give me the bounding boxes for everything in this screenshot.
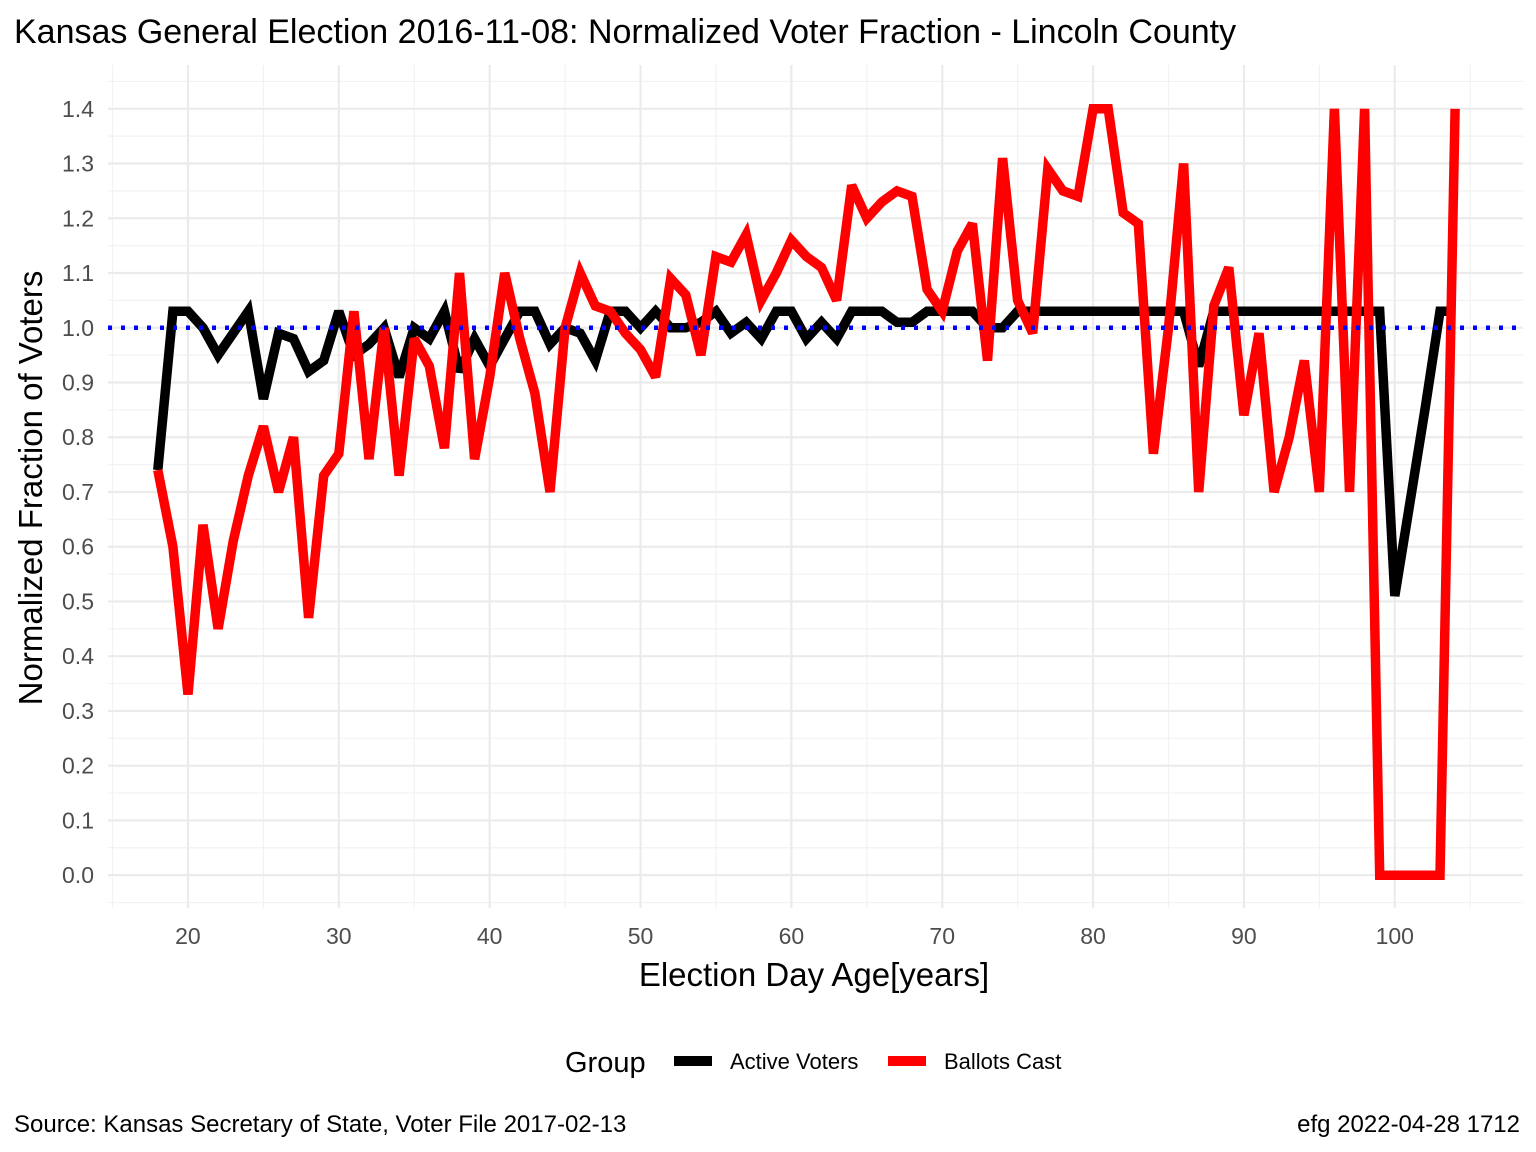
y-tick-label: 0.0 [62, 862, 94, 888]
series-layer [153, 104, 1460, 880]
y-tick-label: 0.9 [62, 369, 94, 395]
x-tick-label: 60 [779, 923, 805, 949]
caption-credit: efg 2022-04-28 1712 [1297, 1111, 1520, 1138]
series-line-ballots-cast [153, 104, 1460, 880]
y-tick-label: 0.6 [62, 534, 94, 560]
grid-minor [108, 65, 1523, 908]
y-tick-label: 0.1 [62, 807, 94, 833]
x-tick-label: 90 [1231, 923, 1257, 949]
x-tick-label: 30 [326, 923, 352, 949]
y-tick-label: 1.0 [62, 315, 94, 341]
x-tick-label: 50 [628, 923, 654, 949]
legend-label-active-voters: Active Voters [730, 1049, 858, 1074]
y-tick-label: 0.5 [62, 588, 94, 614]
y-tick-label: 1.3 [62, 151, 94, 177]
x-tick-label: 70 [929, 923, 955, 949]
x-tick-labels: 20 30 40 50 60 70 80 90 100 [175, 923, 1414, 949]
x-tick-label: 100 [1376, 923, 1414, 949]
legend-label-ballots-cast: Ballots Cast [944, 1049, 1061, 1074]
y-tick-label: 0.4 [62, 643, 94, 669]
x-axis-title: Election Day Age[years] [639, 956, 989, 993]
y-tick-label: 0.8 [62, 424, 94, 450]
x-tick-label: 40 [477, 923, 503, 949]
series-line-active-voters [153, 298, 1456, 597]
y-tick-labels: 0.0 0.1 0.2 0.3 0.4 0.5 0.6 0.7 0.8 0.9 1.0 1.1 1.2 1… [62, 96, 94, 888]
x-tick-label: 20 [175, 923, 201, 949]
caption-source: Source: Kansas Secretary of State, Voter… [14, 1111, 626, 1138]
y-tick-label: 0.7 [62, 479, 94, 505]
y-tick-label: 1.2 [62, 205, 94, 231]
y-tick-label: 0.2 [62, 753, 94, 779]
x-tick-label: 80 [1080, 923, 1106, 949]
y-tick-label: 1.1 [62, 260, 94, 286]
y-tick-label: 0.3 [62, 698, 94, 724]
chart-title: Kansas General Election 2016-11-08: Norm… [14, 13, 1236, 51]
y-tick-label: 1.4 [62, 96, 94, 122]
legend: Group Active Voters Ballots Cast [565, 1047, 1061, 1079]
legend-title: Group [565, 1047, 646, 1079]
grid-major [108, 65, 1523, 908]
y-axis-title: Normalized Fraction of Voters [12, 271, 49, 706]
